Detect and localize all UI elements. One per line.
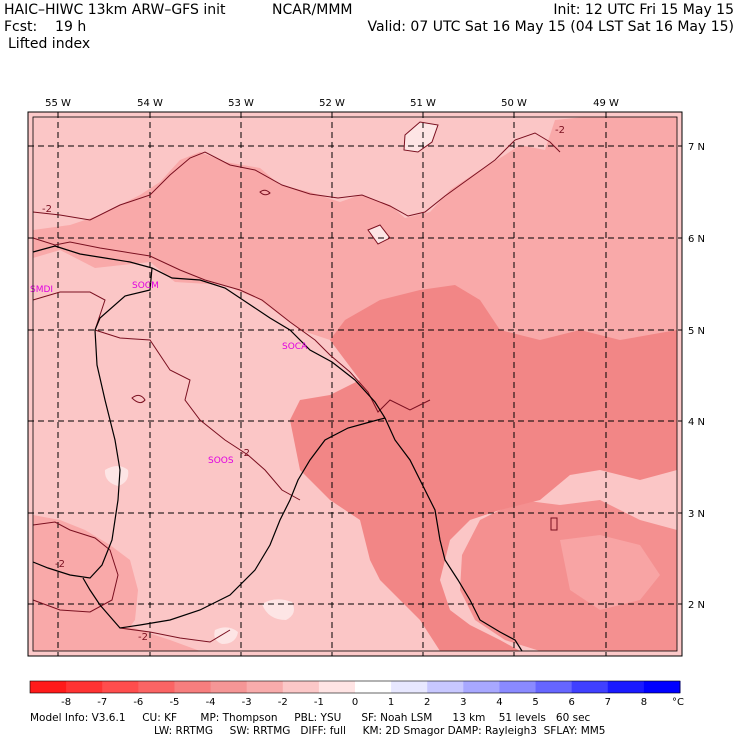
contour-label: -2 [138, 632, 148, 643]
longitude-label: 50 W [501, 98, 527, 109]
contour-lines [32, 121, 561, 643]
colorbar-tick-label: -6 [133, 697, 143, 708]
colorbar-tick-label: 8 [641, 697, 647, 708]
field-light-patch [104, 466, 129, 486]
latitude-label: 6 N [688, 234, 705, 245]
org-label: NCAR/MMM [272, 2, 353, 18]
colorbar-tick-label: -3 [242, 697, 252, 708]
longitude-label: 49 W [593, 98, 619, 109]
colorbar-tick-label: 7 [605, 697, 611, 708]
colorbar-tick-label: 1 [388, 697, 394, 708]
colorbar-swatch [282, 681, 320, 693]
colorbar-tick-label: 3 [460, 697, 466, 708]
station-label: SOCM [132, 281, 159, 291]
colorbar-swatch [102, 681, 139, 693]
colorbar-swatch [427, 681, 464, 693]
colorbar-swatch [535, 681, 573, 693]
latitude-label: 2 N [688, 600, 705, 611]
colorbar-tick-label: -8 [61, 697, 71, 708]
station-label: SMDI [30, 285, 53, 295]
longitude-labels: 55 W 54 W 53 W 52 W 51 W 50 W 49 W [45, 98, 619, 109]
latlon-grid [28, 112, 682, 656]
colorbar-swatch [499, 681, 537, 693]
contour-label: -2 [42, 204, 52, 215]
colorbar-swatch [571, 681, 609, 693]
colorbar-tick-label: -4 [206, 697, 216, 708]
colorbar-swatch [30, 681, 67, 693]
colorbar-swatch [355, 681, 392, 693]
station-label: SOOS [208, 456, 234, 466]
boundaries [32, 245, 523, 652]
colorbar-swatch [318, 681, 356, 693]
colorbar-swatch [391, 681, 428, 693]
colorbar-swatch [174, 681, 212, 693]
colorbar: -8 -7 -6 -5 -4 -3 -2 -1 0 1 2 3 4 5 6 7 8 °C [29, 680, 684, 708]
colorbar-swatch [463, 681, 500, 693]
longitude-label: 53 W [228, 98, 254, 109]
colorbar-tick-label: -5 [169, 697, 179, 708]
colorbar-swatch [66, 681, 103, 693]
colorbar-tick-label: -7 [97, 697, 107, 708]
colorbar-tick-label: 2 [424, 697, 430, 708]
colorbar-tick-label: -1 [314, 697, 324, 708]
forecast-hour: Fcst: 19 h [4, 19, 87, 35]
colorbar-tick-label: 4 [496, 697, 502, 708]
latitude-labels: 7 N 6 N 5 N 4 N 3 N 2 N [688, 142, 705, 611]
longitude-label: 55 W [45, 98, 71, 109]
latitude-label: 3 N [688, 509, 705, 520]
latitude-label: 4 N [688, 417, 705, 428]
longitude-label: 54 W [137, 98, 163, 109]
longitude-label: 52 W [319, 98, 345, 109]
colorbar-swatch [246, 681, 284, 693]
colorbar-swatch [138, 681, 175, 693]
colorbar-tick-label: 0 [352, 697, 358, 708]
init-time: Init: 12 UTC Fri 15 May 15 [553, 2, 734, 18]
field-dark-region [290, 285, 677, 651]
colorbar-swatch [210, 681, 248, 693]
valid-time: Valid: 07 UTC Sat 16 May 15 (04 LST Sat … [367, 19, 734, 35]
contour-label: -2 [240, 448, 250, 459]
station-label: SOCA [282, 342, 308, 352]
model-info-line1: Model Info: V3.6.1 CU: KF MP: Thompson P… [30, 712, 591, 724]
field-name: Lifted index [8, 36, 91, 52]
colorbar-swatch [643, 681, 681, 693]
longitude-label: 51 W [410, 98, 436, 109]
colorbar-tick-label: 6 [568, 697, 574, 708]
colorbar-swatch [607, 681, 645, 693]
contour-label: -2 [555, 125, 565, 136]
colorbar-unit: °C [672, 697, 684, 708]
latitude-label: 5 N [688, 326, 705, 337]
colorbar-tick-label: 5 [532, 697, 538, 708]
model-title: HAIC–HIWC 13km ARW–GFS init [4, 2, 226, 18]
model-info-line2: LW: RRTMG SW: RRTMG DIFF: full KM: 2D Sm… [154, 725, 606, 737]
latitude-label: 7 N [688, 142, 705, 153]
contour-label: -2 [55, 559, 65, 570]
colorbar-tick-label: -2 [278, 697, 288, 708]
